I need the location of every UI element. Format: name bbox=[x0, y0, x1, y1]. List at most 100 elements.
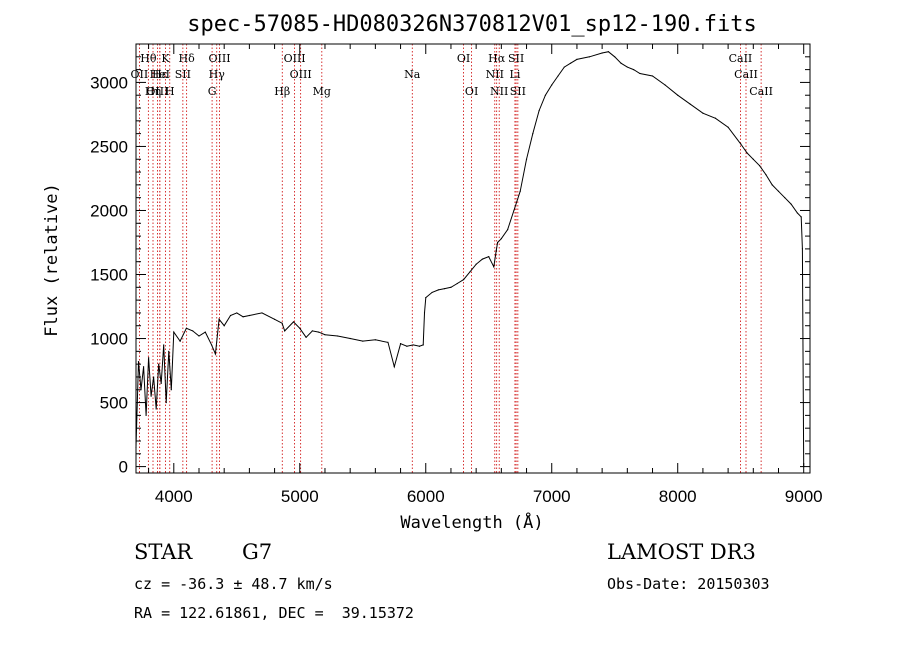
data-point bbox=[727, 126, 729, 128]
line-marker-label: OI bbox=[465, 85, 478, 98]
x-tick-label: 9000 bbox=[785, 487, 823, 506]
object-class: STAR bbox=[134, 540, 193, 564]
data-point bbox=[229, 314, 232, 317]
x-tick-label: 8000 bbox=[659, 487, 697, 506]
data-point bbox=[261, 312, 263, 314]
data-point bbox=[796, 212, 799, 214]
data-point bbox=[248, 314, 250, 317]
data-point bbox=[607, 51, 610, 53]
data-point bbox=[185, 327, 187, 329]
data-point bbox=[150, 395, 152, 397]
data-point bbox=[142, 366, 145, 368]
data-point bbox=[664, 84, 666, 86]
data-point bbox=[387, 341, 389, 343]
data-point bbox=[759, 165, 761, 167]
data-point bbox=[601, 52, 603, 54]
data-point bbox=[525, 158, 528, 160]
x-tick-label: 4000 bbox=[155, 487, 193, 506]
data-point bbox=[475, 263, 477, 265]
line-marker-label: Na bbox=[404, 68, 421, 81]
y-tick-label: 0 bbox=[119, 458, 128, 477]
data-point bbox=[714, 117, 717, 119]
data-point bbox=[218, 318, 220, 320]
data-point bbox=[406, 345, 408, 347]
data-point bbox=[179, 340, 181, 342]
data-point bbox=[242, 316, 244, 318]
coordinates: RA = 122.61861, DEC = 39.15372 bbox=[134, 604, 414, 622]
line-marker-label: OIII bbox=[284, 52, 306, 65]
data-point bbox=[173, 331, 175, 333]
line-marker-label: OII bbox=[131, 68, 149, 81]
data-point bbox=[210, 344, 213, 346]
line-markers bbox=[139, 44, 762, 473]
x-axis-ticks: 4000 5000 6000 7000 8000 9000 bbox=[148, 44, 823, 506]
line-marker-label: Hα bbox=[488, 52, 506, 65]
data-point bbox=[689, 103, 691, 105]
data-point bbox=[532, 133, 534, 135]
line-marker-label: OIII bbox=[208, 52, 230, 65]
data-point bbox=[551, 84, 553, 86]
data-point bbox=[292, 321, 295, 323]
line-marker-label: Hβ bbox=[274, 85, 290, 98]
data-point bbox=[273, 318, 276, 320]
data-point bbox=[236, 312, 238, 314]
data-point bbox=[493, 266, 495, 268]
data-point bbox=[765, 174, 767, 176]
line-marker-label: CaII bbox=[749, 85, 773, 98]
data-point bbox=[462, 279, 465, 281]
data-point bbox=[214, 353, 216, 355]
y-tick-label: 1000 bbox=[90, 330, 128, 349]
data-point bbox=[639, 72, 641, 75]
data-point bbox=[147, 357, 150, 359]
data-point bbox=[538, 109, 540, 112]
line-marker-label: OI bbox=[457, 52, 470, 65]
line-marker-label: NII bbox=[486, 68, 504, 81]
data-point bbox=[204, 331, 206, 333]
data-point bbox=[362, 340, 364, 342]
line-marker-label: K bbox=[161, 52, 170, 65]
data-point bbox=[418, 345, 421, 347]
data-point bbox=[496, 241, 499, 244]
data-point bbox=[324, 334, 326, 336]
data-point bbox=[399, 343, 402, 345]
line-marker-label: Hη bbox=[145, 85, 161, 98]
line-marker-label: NII bbox=[490, 85, 508, 98]
line-marker-label: Hθ bbox=[140, 52, 157, 65]
data-point bbox=[563, 66, 565, 68]
spectrum-series bbox=[135, 51, 805, 468]
data-point bbox=[137, 360, 140, 363]
line-marker-label: OIII bbox=[290, 68, 312, 81]
data-point bbox=[158, 363, 160, 365]
data-point bbox=[422, 344, 424, 346]
data-point bbox=[488, 255, 490, 258]
y-tick-label: 500 bbox=[100, 394, 128, 413]
data-point bbox=[771, 184, 773, 186]
data-point bbox=[557, 75, 559, 77]
data-point bbox=[311, 330, 313, 332]
line-marker-label: CaII bbox=[729, 52, 753, 65]
chart-title: spec-57085-HD080326N370812V01_sp12-190.f… bbox=[187, 12, 757, 37]
data-point bbox=[519, 190, 521, 192]
data-point bbox=[651, 75, 654, 77]
data-point bbox=[153, 376, 155, 378]
y-tick-label: 2500 bbox=[90, 137, 128, 156]
line-marker-label: SII bbox=[508, 52, 524, 65]
data-point bbox=[305, 336, 307, 338]
line-marker-label: SII bbox=[510, 85, 526, 98]
plot-frame bbox=[135, 43, 811, 474]
data-point bbox=[170, 389, 172, 391]
y-axis-label: Flux (relative) bbox=[42, 183, 62, 337]
line-marker-label: Hε bbox=[152, 68, 168, 81]
data-point bbox=[145, 414, 147, 416]
y-tick-label: 1500 bbox=[90, 266, 128, 285]
data-point bbox=[570, 62, 572, 64]
line-marker-label: Hγ bbox=[209, 68, 226, 81]
data-point bbox=[450, 286, 452, 288]
data-point bbox=[423, 312, 426, 314]
data-point bbox=[784, 197, 786, 199]
data-point bbox=[437, 289, 439, 291]
data-point bbox=[336, 335, 339, 337]
data-point bbox=[752, 158, 754, 160]
